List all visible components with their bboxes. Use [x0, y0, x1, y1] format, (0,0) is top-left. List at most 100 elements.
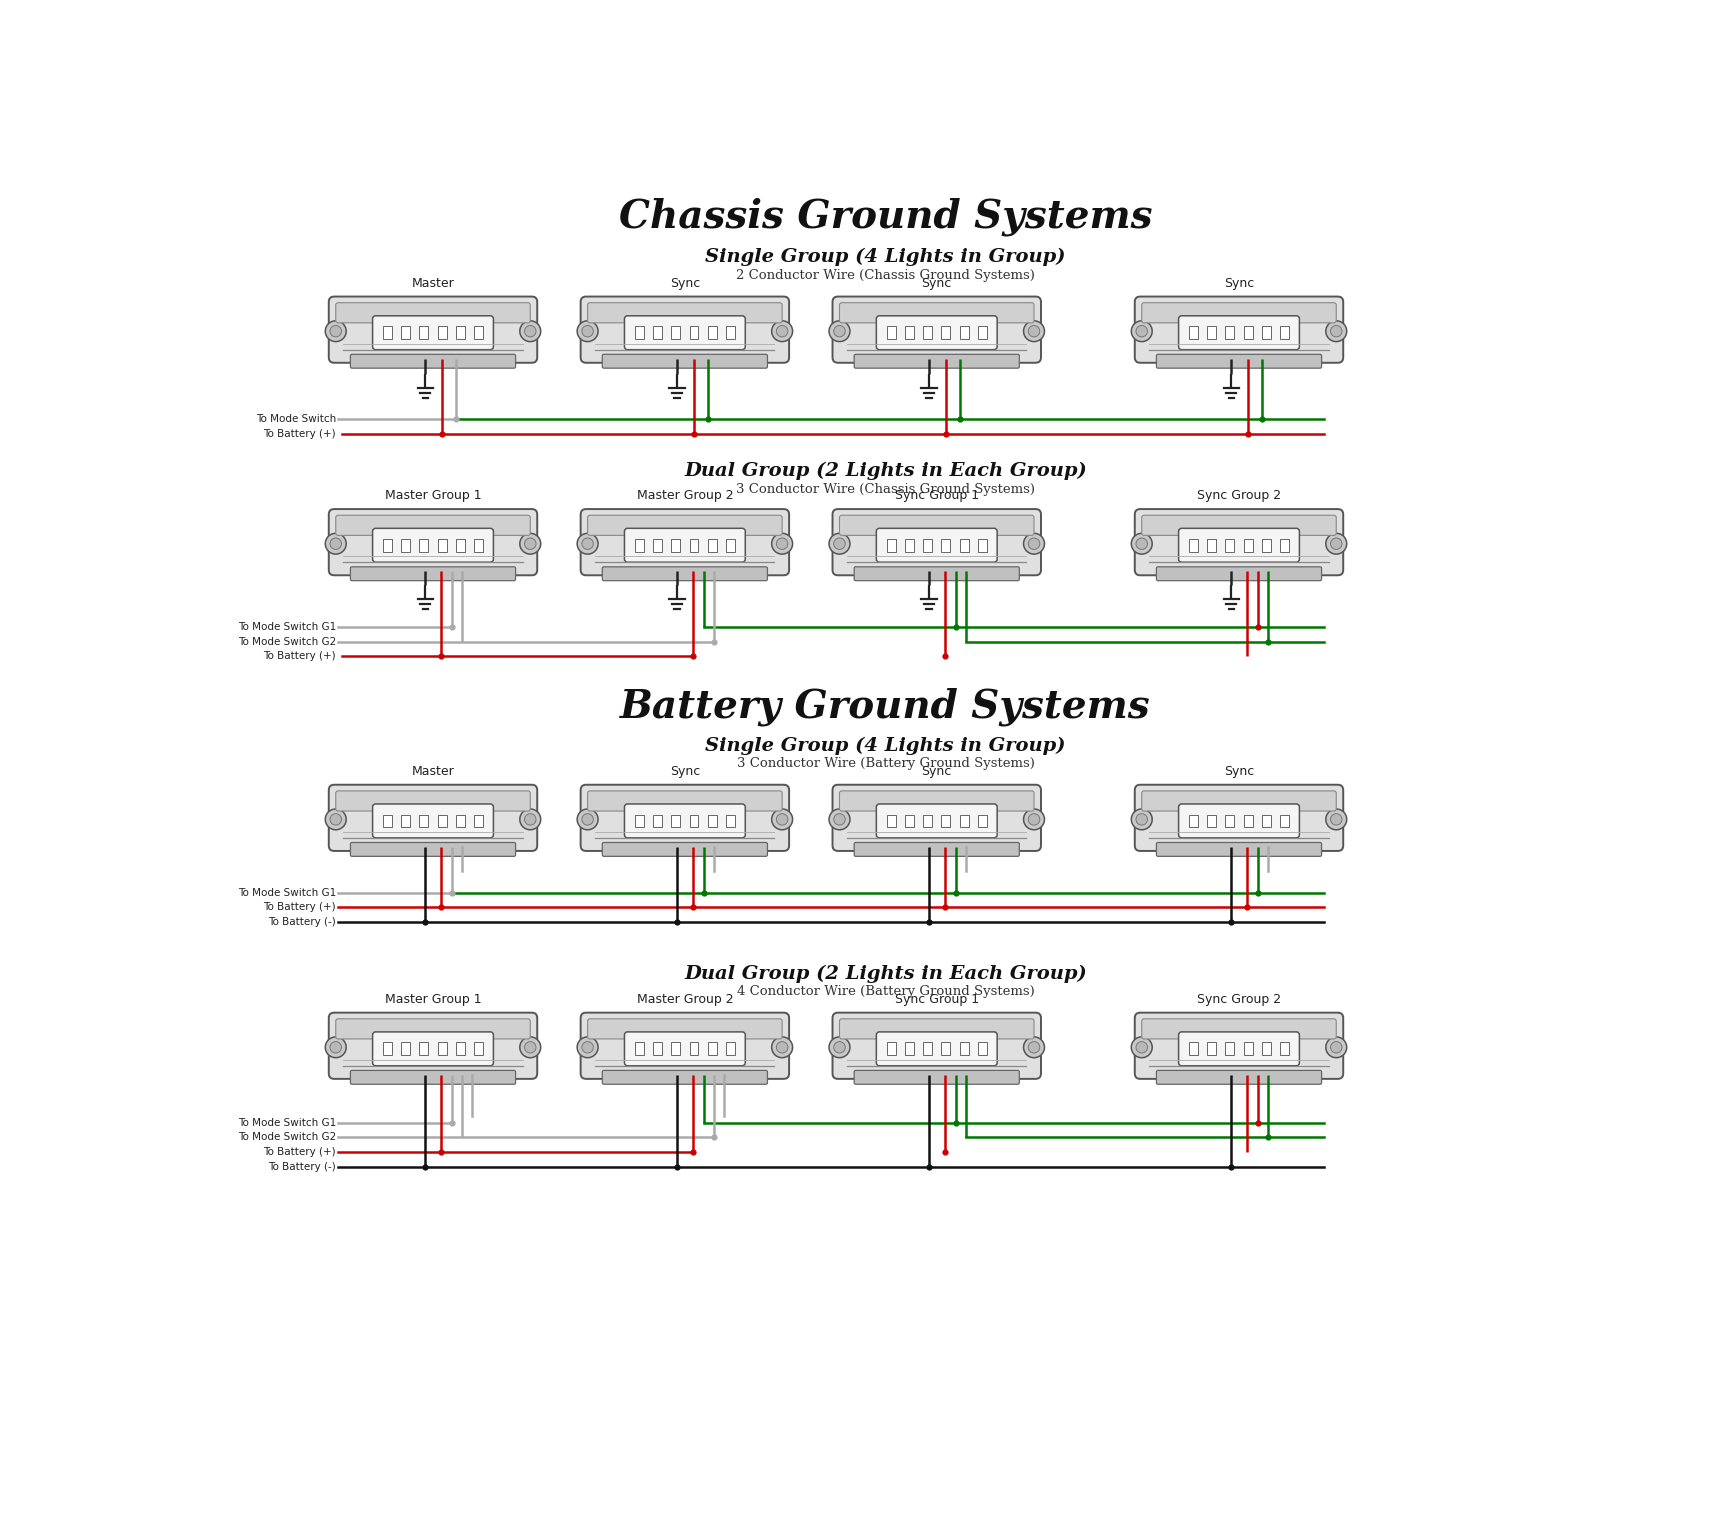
Bar [708, 1042, 717, 1056]
Bar [923, 539, 931, 552]
Text: Sync: Sync [670, 766, 700, 778]
FancyBboxPatch shape [854, 1071, 1020, 1085]
FancyBboxPatch shape [854, 567, 1020, 581]
FancyBboxPatch shape [1156, 1071, 1322, 1085]
Circle shape [1023, 808, 1044, 830]
Bar [1261, 327, 1270, 339]
Circle shape [1135, 325, 1147, 336]
FancyBboxPatch shape [840, 303, 1033, 322]
Circle shape [772, 533, 793, 555]
Bar [886, 1042, 895, 1056]
Circle shape [330, 1042, 342, 1053]
Circle shape [829, 1038, 850, 1057]
Text: To Battery (+): To Battery (+) [263, 1148, 337, 1157]
Bar [384, 1042, 392, 1056]
Bar [923, 327, 931, 339]
Bar [1261, 814, 1270, 827]
Text: Single Group (4 Lights in Group): Single Group (4 Lights in Group) [705, 248, 1066, 266]
Text: Master Group 1: Master Group 1 [385, 489, 482, 503]
Bar [437, 539, 446, 552]
FancyBboxPatch shape [581, 1013, 790, 1079]
FancyBboxPatch shape [624, 1031, 745, 1067]
Circle shape [772, 808, 793, 830]
Bar [1208, 327, 1217, 339]
Bar [942, 1042, 950, 1056]
Circle shape [772, 1038, 793, 1057]
Bar [1189, 814, 1198, 827]
Text: To Mode Switch G1: To Mode Switch G1 [238, 1118, 337, 1128]
FancyBboxPatch shape [603, 567, 767, 581]
Bar [634, 814, 645, 827]
Text: Sync: Sync [1223, 766, 1255, 778]
Circle shape [1028, 814, 1040, 825]
Circle shape [829, 533, 850, 555]
Circle shape [1132, 808, 1153, 830]
Bar [473, 327, 482, 339]
Circle shape [525, 814, 536, 825]
FancyBboxPatch shape [588, 792, 783, 811]
Bar [653, 1042, 662, 1056]
Bar [1280, 1042, 1289, 1056]
Bar [1189, 1042, 1198, 1056]
FancyBboxPatch shape [1135, 1013, 1343, 1079]
Circle shape [520, 321, 541, 342]
Circle shape [1135, 814, 1147, 825]
Bar [653, 814, 662, 827]
Circle shape [1132, 533, 1153, 555]
Circle shape [330, 814, 342, 825]
FancyBboxPatch shape [840, 1019, 1033, 1039]
Circle shape [1325, 1038, 1346, 1057]
FancyBboxPatch shape [351, 842, 515, 856]
FancyBboxPatch shape [373, 804, 494, 837]
Circle shape [330, 325, 342, 336]
Text: To Mode Switch G1: To Mode Switch G1 [238, 622, 337, 633]
Bar [708, 814, 717, 827]
FancyBboxPatch shape [1142, 1019, 1336, 1039]
Circle shape [776, 814, 788, 825]
FancyBboxPatch shape [351, 1071, 515, 1085]
Bar [959, 1042, 968, 1056]
FancyBboxPatch shape [833, 785, 1040, 851]
Bar [959, 539, 968, 552]
Circle shape [829, 321, 850, 342]
Bar [726, 814, 734, 827]
Bar [1244, 1042, 1253, 1056]
FancyBboxPatch shape [624, 804, 745, 837]
Bar [401, 814, 410, 827]
Circle shape [776, 325, 788, 336]
FancyBboxPatch shape [581, 509, 790, 575]
FancyBboxPatch shape [335, 303, 530, 322]
FancyBboxPatch shape [588, 303, 783, 322]
FancyBboxPatch shape [603, 1071, 767, 1085]
Text: To Battery (-): To Battery (-) [268, 917, 337, 927]
Bar [905, 814, 914, 827]
Text: Sync Group 1: Sync Group 1 [895, 993, 978, 1005]
Bar [942, 814, 950, 827]
Text: Sync: Sync [921, 766, 952, 778]
FancyBboxPatch shape [854, 354, 1020, 368]
Bar [473, 814, 482, 827]
FancyBboxPatch shape [373, 529, 494, 562]
Circle shape [582, 325, 593, 336]
Bar [1280, 539, 1289, 552]
Circle shape [525, 325, 536, 336]
Circle shape [325, 1038, 346, 1057]
FancyBboxPatch shape [328, 509, 537, 575]
Circle shape [525, 538, 536, 550]
Bar [634, 327, 645, 339]
Bar [670, 539, 681, 552]
Bar [401, 327, 410, 339]
Circle shape [330, 538, 342, 550]
FancyBboxPatch shape [1178, 804, 1299, 837]
FancyBboxPatch shape [335, 792, 530, 811]
Bar [437, 327, 446, 339]
Bar [456, 327, 465, 339]
Bar [473, 539, 482, 552]
Bar [959, 814, 968, 827]
Bar [708, 327, 717, 339]
Circle shape [1331, 538, 1343, 550]
FancyBboxPatch shape [840, 792, 1033, 811]
Bar [420, 327, 429, 339]
Circle shape [1132, 321, 1153, 342]
Text: Sync Group 1: Sync Group 1 [895, 489, 978, 503]
